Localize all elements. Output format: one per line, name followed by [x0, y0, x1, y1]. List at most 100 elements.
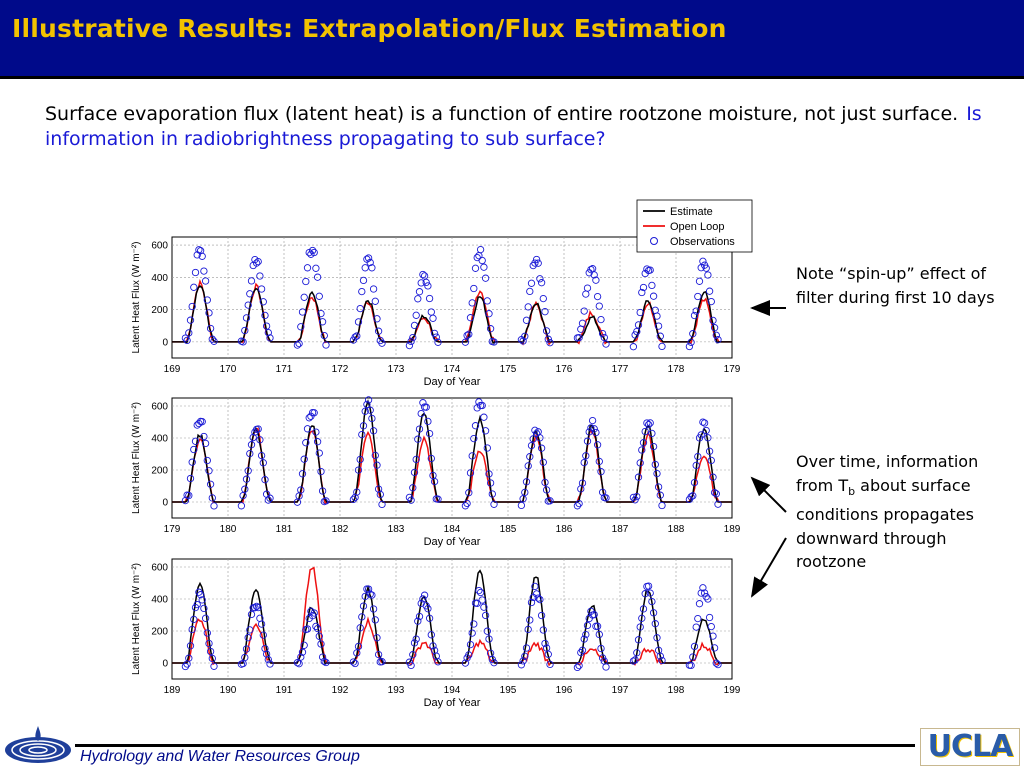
observation-point [242, 314, 251, 322]
x-tick-label: 193 [388, 685, 405, 696]
observation-point [714, 500, 722, 508]
observation-point [526, 453, 534, 461]
observation-point [488, 490, 496, 498]
observation-point [251, 604, 259, 612]
x-tick-label: 195 [500, 685, 517, 696]
observation-point [181, 334, 190, 342]
x-tick-label: 199 [724, 685, 741, 696]
x-tick-label: 185 [500, 524, 517, 535]
x-tick-label: 180 [220, 524, 237, 535]
observation-point [583, 437, 592, 445]
x-tick-label: 197 [612, 685, 629, 696]
observation-point [646, 419, 654, 427]
observation-point [242, 475, 251, 483]
observation-point [261, 476, 269, 484]
observation-point [486, 479, 495, 487]
observation-point [254, 425, 262, 433]
observation-point [239, 338, 247, 346]
observation-point [200, 604, 208, 613]
observation-point [466, 469, 475, 477]
observation-point [368, 591, 376, 599]
observation-point [366, 590, 374, 598]
observation-point [651, 620, 659, 628]
observation-point [694, 452, 702, 461]
observation-point [198, 418, 206, 426]
observation-point [583, 621, 592, 630]
observation-point [353, 488, 361, 496]
observation-point [415, 288, 424, 296]
observation-point [203, 629, 211, 637]
observation-point [702, 426, 710, 435]
observation-point [595, 302, 603, 310]
observation-point [419, 595, 427, 603]
observation-point [409, 333, 417, 342]
observation-point [254, 603, 262, 612]
observation-point [320, 657, 328, 666]
x-tick-label: 179 [164, 524, 181, 535]
observation-point [470, 434, 478, 443]
observation-point [206, 647, 215, 656]
observation-point [590, 271, 598, 279]
observation-point [417, 409, 425, 418]
observation-point [526, 616, 534, 624]
observation-point [593, 441, 602, 449]
observation-point [700, 419, 709, 427]
observation-point [638, 288, 646, 297]
observation-point [714, 660, 722, 669]
observation-point [200, 267, 208, 275]
observation-point [522, 644, 531, 652]
observation-point [366, 258, 374, 267]
observation-point [709, 316, 717, 325]
observation-point [527, 598, 536, 607]
observation-point [692, 307, 700, 315]
observation-point [293, 341, 302, 349]
observation-point [577, 648, 585, 657]
observation-point [302, 277, 310, 286]
observation-point [208, 335, 216, 343]
observation-point [634, 321, 643, 329]
observation-point [580, 307, 588, 315]
observation-point [241, 485, 249, 493]
observation-point [595, 457, 603, 466]
observation-point [707, 456, 715, 465]
observation-point [425, 294, 434, 303]
x-tick-label: 181 [276, 524, 293, 535]
observation-point [468, 629, 476, 637]
observation-point [368, 264, 376, 272]
observation-point [374, 485, 383, 493]
observation-point [208, 654, 216, 663]
observation-point [705, 287, 714, 295]
observation-point [639, 439, 648, 447]
observation-point [463, 331, 471, 340]
observation-point [244, 467, 252, 475]
observation-point [322, 497, 330, 505]
observation-point [259, 459, 267, 467]
observation-point [354, 642, 363, 651]
observation-point [643, 419, 651, 427]
y-axis-label: Latent Heat Flux (W m⁻²) [131, 402, 142, 514]
intro-paragraph: Surface evaporation flux (latent heat) i… [45, 102, 985, 152]
intro-text: Surface evaporation flux (latent heat) i… [45, 103, 959, 125]
observation-point [415, 425, 424, 433]
observation-point [629, 343, 638, 351]
observation-point [424, 605, 432, 613]
observation-point [185, 654, 193, 662]
observation-point [710, 324, 719, 332]
observation-point [297, 323, 305, 331]
observation-point [203, 296, 211, 304]
observation-point [638, 614, 646, 622]
observation-point [588, 416, 597, 425]
observation-point [534, 594, 542, 602]
observation-point [295, 339, 303, 348]
y-tick-label: 600 [151, 402, 168, 413]
observation-point [366, 406, 374, 414]
observation-point [262, 322, 271, 330]
observation-point [409, 651, 417, 659]
observation-point [257, 451, 266, 460]
observation-point [638, 446, 646, 454]
y-tick-label: 0 [162, 337, 168, 348]
observation-point [704, 434, 712, 442]
observation-point [521, 652, 529, 660]
observation-point [654, 322, 663, 330]
observation-point [409, 484, 417, 492]
